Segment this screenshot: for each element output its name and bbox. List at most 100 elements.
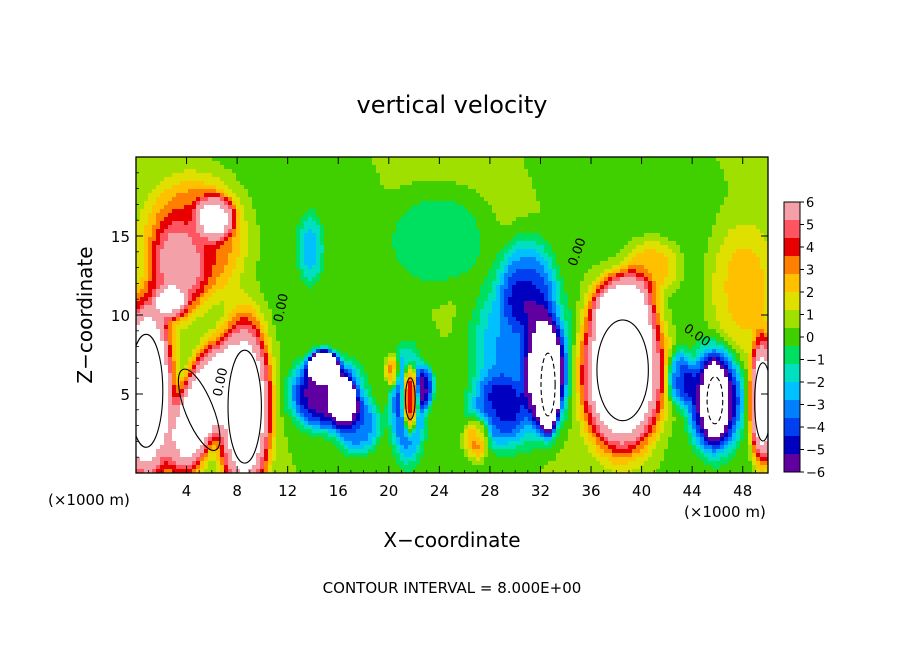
heatmap-cell xyxy=(460,173,465,178)
heatmap-cell xyxy=(180,277,185,282)
heatmap-cell xyxy=(232,157,237,162)
heatmap-cell xyxy=(248,173,253,178)
heatmap-cell xyxy=(548,177,553,182)
heatmap-cell xyxy=(436,261,441,266)
heatmap-cell xyxy=(292,229,297,234)
heatmap-cell xyxy=(536,273,541,278)
heatmap-cell xyxy=(252,201,257,206)
heatmap-cell xyxy=(692,157,697,162)
heatmap-cell xyxy=(724,209,729,214)
heatmap-cell xyxy=(152,229,157,234)
heatmap-cell xyxy=(592,217,597,222)
heatmap-cell xyxy=(348,225,353,230)
heatmap-cell xyxy=(212,233,217,238)
heatmap-cell xyxy=(156,221,161,226)
heatmap-cell xyxy=(140,249,145,254)
heatmap-cell xyxy=(700,157,705,162)
heatmap-cell xyxy=(464,253,469,258)
heatmap-cell xyxy=(160,169,165,174)
heatmap-cell xyxy=(508,245,513,250)
heatmap-cell xyxy=(596,217,601,222)
heatmap-cell xyxy=(520,257,525,262)
heatmap-cell xyxy=(456,237,461,242)
heatmap-cell xyxy=(424,185,429,190)
heatmap-cell xyxy=(212,265,217,270)
heatmap-cell xyxy=(160,185,165,190)
heatmap-cell xyxy=(544,277,549,282)
heatmap-cell xyxy=(424,173,429,178)
heatmap-cell xyxy=(636,221,641,226)
heatmap-cell xyxy=(536,181,541,186)
heatmap-cell xyxy=(288,281,293,286)
heatmap-cell xyxy=(672,165,677,170)
heatmap-cell xyxy=(748,209,753,214)
heatmap-cell xyxy=(500,233,505,238)
heatmap-cell xyxy=(360,225,365,230)
heatmap-cell xyxy=(492,225,497,230)
heatmap-cell xyxy=(356,233,361,238)
heatmap-cell xyxy=(676,157,681,162)
heatmap-cell xyxy=(208,229,213,234)
heatmap-cell xyxy=(416,229,421,234)
heatmap-cell xyxy=(652,157,657,162)
heatmap-cell xyxy=(316,201,321,206)
heatmap-cell xyxy=(488,181,493,186)
heatmap-cell xyxy=(540,177,545,182)
heatmap-cell xyxy=(348,229,353,234)
heatmap-cell xyxy=(152,209,157,214)
heatmap-cell xyxy=(232,273,237,278)
heatmap-cell xyxy=(716,173,721,178)
heatmap-cell xyxy=(268,181,273,186)
heatmap-cell xyxy=(564,201,569,206)
heatmap-cell xyxy=(148,257,153,262)
heatmap-cell xyxy=(504,213,509,218)
heatmap-cell xyxy=(624,157,629,162)
heatmap-cell xyxy=(512,241,517,246)
heatmap-cell xyxy=(372,273,377,278)
heatmap-cell xyxy=(752,193,757,198)
heatmap-cell xyxy=(656,257,661,262)
heatmap-cell xyxy=(504,177,509,182)
heatmap-cell xyxy=(424,197,429,202)
heatmap-cell xyxy=(372,169,377,174)
heatmap-cell xyxy=(408,193,413,198)
heatmap-cell xyxy=(452,241,457,246)
heatmap-cell xyxy=(692,181,697,186)
heatmap-cell xyxy=(384,277,389,282)
heatmap-cell xyxy=(516,261,521,266)
heatmap-cell xyxy=(596,245,601,250)
heatmap-cell xyxy=(400,157,405,162)
heatmap-cell xyxy=(340,213,345,218)
heatmap-cell xyxy=(176,217,181,222)
heatmap-cell xyxy=(188,245,193,250)
heatmap-cell xyxy=(680,209,685,214)
heatmap-cell xyxy=(488,197,493,202)
heatmap-cell xyxy=(648,161,653,166)
heatmap-cell xyxy=(444,169,449,174)
heatmap-cell xyxy=(456,205,461,210)
heatmap-cell xyxy=(348,209,353,214)
heatmap-cell xyxy=(300,181,305,186)
heatmap-cell xyxy=(712,265,717,270)
heatmap-cell xyxy=(516,193,521,198)
heatmap-cell xyxy=(308,229,313,234)
heatmap-cell xyxy=(320,261,325,266)
heatmap-cell xyxy=(712,257,717,262)
heatmap-cell xyxy=(280,233,285,238)
heatmap-cell xyxy=(180,261,185,266)
heatmap-cell xyxy=(680,205,685,210)
heatmap-cell xyxy=(168,201,173,206)
heatmap-cell xyxy=(200,245,205,250)
heatmap-cell xyxy=(752,261,757,266)
heatmap-cell xyxy=(264,177,269,182)
heatmap-cell xyxy=(612,229,617,234)
heatmap-cell xyxy=(624,233,629,238)
heatmap-cell xyxy=(220,177,225,182)
heatmap-cell xyxy=(536,269,541,274)
heatmap-cell xyxy=(660,169,665,174)
heatmap-cell xyxy=(424,273,429,278)
heatmap-cell xyxy=(428,197,433,202)
heatmap-cell xyxy=(356,225,361,230)
heatmap-cell xyxy=(756,161,761,166)
heatmap-cell xyxy=(484,169,489,174)
